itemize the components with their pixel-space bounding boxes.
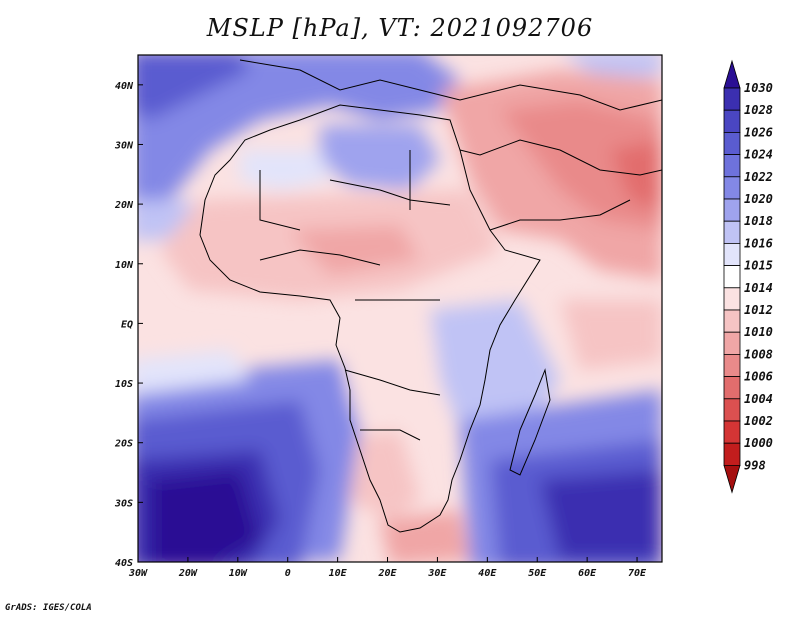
x-tick-label: 20E (377, 568, 397, 579)
colorbar-level-label: 1024 (744, 148, 773, 162)
y-tick-label: 20N (114, 200, 134, 211)
colorbar-swatch (723, 376, 741, 400)
colorbar-swatch (723, 220, 741, 244)
y-tick-label: 40S (115, 558, 133, 569)
colorbar-level-label: 1006 (744, 370, 773, 384)
colorbar: 1030 1028 1026 1024 1022 1020 1018 1016 1015 1014… (723, 59, 773, 494)
x-tick-label: 10W (229, 568, 248, 579)
colorbar-level-label: 1014 (744, 281, 773, 295)
colorbar-swatch (723, 464, 741, 494)
x-tick-label: 50E (528, 568, 547, 579)
colorbar-swatch (723, 176, 741, 200)
map-title: MSLP [hPa], VT: 2021092706 (206, 14, 594, 42)
colorbar-level-label: 1016 (744, 236, 773, 250)
y-tick-label: EQ (121, 319, 133, 330)
colorbar-level-label: 998 (744, 458, 766, 472)
colorbar-swatch (723, 242, 741, 266)
x-tick-label: 30W (128, 568, 148, 579)
map-frame (137, 54, 663, 563)
colorbar-level-label: 1020 (744, 192, 773, 206)
colorbar-level-label: 1008 (744, 347, 773, 361)
y-tick-label: 30N (114, 140, 134, 151)
colorbar-swatch (723, 287, 741, 311)
x-tick-label: 40E (478, 568, 497, 579)
x-tick-label: 0 (285, 568, 291, 579)
colorbar-swatch (723, 398, 741, 422)
colorbar-swatch (723, 59, 741, 89)
colorbar-swatch (723, 309, 741, 333)
y-tick-label: 40N (115, 81, 134, 92)
colorbar-swatch (723, 154, 741, 178)
colorbar-swatch (723, 198, 741, 222)
colorbar-level-label: 1015 (744, 259, 773, 273)
colorbar-level-label: 1022 (744, 170, 773, 184)
pressure-field (138, 55, 662, 562)
x-tick-label: 20W (178, 568, 198, 579)
colorbar-level-label: 1004 (744, 392, 773, 406)
y-tick-label: 10S (115, 379, 133, 390)
colorbar-swatch (723, 87, 741, 111)
colorbar-level-label: 1012 (744, 303, 773, 317)
colorbar-level-label: 1028 (744, 103, 773, 117)
colorbar-level-label: 1010 (744, 325, 773, 339)
colorbar-swatch (723, 353, 741, 377)
y-tick-label: 30S (114, 498, 133, 509)
colorbar-swatch (723, 109, 741, 133)
colorbar-level-label: 1018 (744, 214, 773, 228)
colorbar-level-label: 1002 (744, 414, 773, 428)
colorbar-swatch (723, 420, 741, 444)
y-tick-label: 10N (115, 260, 134, 271)
colorbar-level-label: 1030 (744, 81, 773, 95)
colorbar-swatch (723, 331, 741, 355)
x-tick-label: 60E (578, 568, 597, 579)
colorbar-swatch (723, 131, 741, 155)
colorbar-level-label: 1000 (744, 436, 773, 450)
coastlines (199, 59, 662, 533)
grads-credit: GrADS: IGES/COLA (5, 603, 92, 613)
x-tick-label: 30E (427, 568, 447, 579)
x-tick-label: 70E (628, 568, 647, 579)
colorbar-level-label: 1026 (744, 125, 773, 139)
axis-ticks: 30W 20W 10W 0 10E 20E 30E 40E 50E 60E 70E 40N 30N 20N… (114, 81, 647, 579)
y-tick-label: 20S (114, 439, 133, 450)
x-tick-label: 10E (329, 568, 348, 579)
colorbar-swatch (723, 442, 741, 466)
colorbar-swatch (723, 265, 741, 289)
